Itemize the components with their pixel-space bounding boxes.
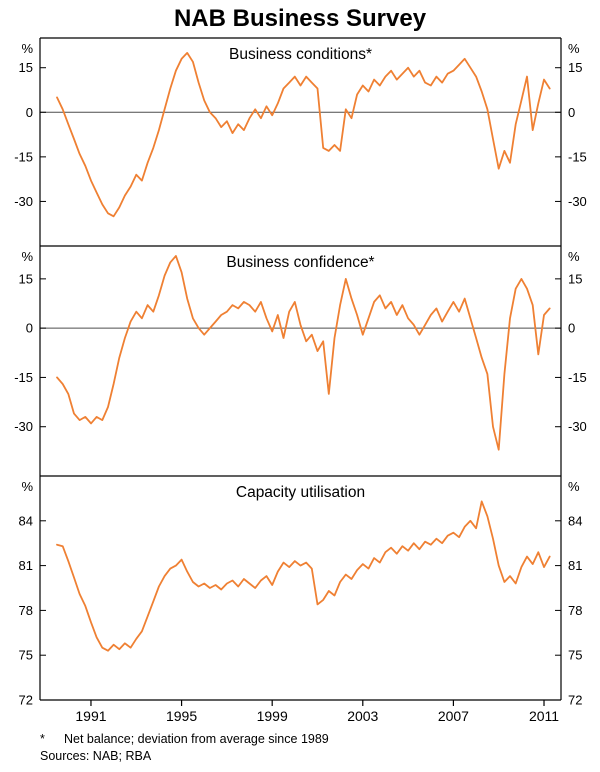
series-line: [56, 254, 551, 451]
x-tick-label: 2003: [347, 708, 378, 724]
y-tick-label-left: 15: [19, 60, 33, 75]
panel-1: 15 15 0 0 -15 -15 -30 -30% % Business conditions*: [14, 41, 587, 218]
unit-label-left: %: [21, 249, 33, 264]
sources-text: Sources: NAB; RBA: [40, 749, 152, 763]
series-line: [56, 52, 551, 218]
unit-label-right: %: [568, 249, 580, 264]
y-tick-label-left: 0: [26, 105, 33, 120]
y-tick-label-left: -30: [14, 194, 33, 209]
chart-title: NAB Business Survey: [174, 5, 427, 32]
panel-3: 84 84 81 81 78 78 75 75 72 72% % Capacity utilisati…: [19, 479, 583, 708]
y-tick-label-right: 75: [568, 648, 582, 663]
x-tick-label: 1995: [166, 708, 197, 724]
y-tick-label-right: -30: [568, 194, 587, 209]
y-tick-label-left: -30: [14, 419, 33, 434]
y-tick-label-left: 78: [19, 603, 33, 618]
y-tick-label-left: 15: [19, 271, 33, 286]
y-tick-label-right: 0: [568, 105, 575, 120]
y-tick-label-left: -15: [14, 370, 33, 385]
unit-label-right: %: [568, 479, 580, 494]
x-tick-label: 2007: [438, 708, 469, 724]
y-tick-label-right: -30: [568, 419, 587, 434]
unit-label-right: %: [568, 41, 580, 56]
y-tick-label-right: 84: [568, 513, 582, 528]
panel-title: Capacity utilisation: [236, 484, 365, 501]
y-tick-label-right: -15: [568, 149, 587, 164]
x-tick-label: 1999: [257, 708, 288, 724]
y-tick-label-left: 84: [19, 513, 33, 528]
y-tick-label-right: 81: [568, 558, 582, 573]
series-line: [56, 500, 551, 652]
y-tick-label-left: 72: [19, 693, 33, 708]
y-tick-label-right: 15: [568, 60, 582, 75]
y-tick-label-left: 75: [19, 648, 33, 663]
footnote-marker: *: [40, 732, 45, 746]
footnote-text: Net balance; deviation from average sinc…: [64, 732, 329, 746]
y-tick-label-right: 15: [568, 271, 582, 286]
panel-2: 15 15 0 0 -15 -15 -30 -30% % Business confidence*: [14, 249, 587, 451]
x-tick-label: 1991: [75, 708, 106, 724]
y-tick-label-right: 0: [568, 321, 575, 336]
chart-canvas: 15 15 0 0 -15 -15 -30 -30% % Business conditions*…: [14, 37, 587, 724]
y-tick-label-right: -15: [568, 370, 587, 385]
x-tick-label: 2011: [529, 708, 559, 724]
y-tick-label-left: 81: [19, 558, 33, 573]
y-tick-label-left: -15: [14, 149, 33, 164]
y-tick-label-right: 72: [568, 693, 582, 708]
panel-title: Business conditions*: [229, 46, 372, 63]
y-tick-label-right: 78: [568, 603, 582, 618]
unit-label-left: %: [21, 41, 33, 56]
unit-label-left: %: [21, 479, 33, 494]
panel-title: Business confidence*: [226, 254, 374, 271]
y-tick-label-left: 0: [26, 321, 33, 336]
